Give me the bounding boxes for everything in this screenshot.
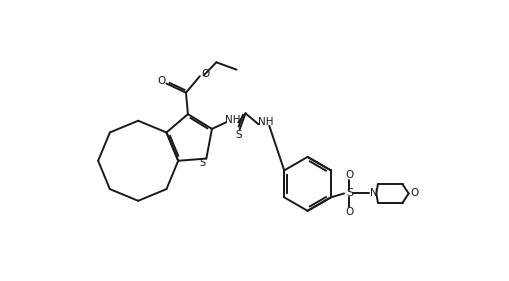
Text: S: S: [199, 158, 205, 168]
Text: NH: NH: [224, 115, 240, 125]
Text: O: O: [201, 69, 209, 79]
Text: S: S: [345, 189, 352, 198]
Text: O: O: [345, 207, 353, 217]
Text: O: O: [157, 76, 165, 86]
Text: N: N: [370, 188, 377, 198]
Text: O: O: [410, 189, 418, 198]
Text: S: S: [235, 130, 242, 140]
Text: NH: NH: [257, 117, 273, 127]
Text: O: O: [345, 170, 353, 180]
